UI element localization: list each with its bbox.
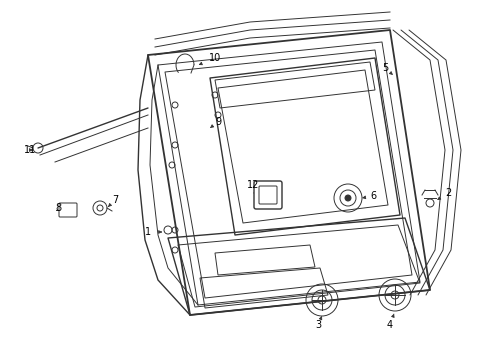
Text: 12: 12 (247, 180, 259, 190)
FancyBboxPatch shape (254, 181, 282, 209)
Text: 4: 4 (387, 320, 393, 330)
Circle shape (345, 195, 351, 201)
Text: 5: 5 (382, 63, 388, 73)
Text: 7: 7 (112, 195, 118, 205)
Text: 9: 9 (215, 117, 221, 127)
Text: 10: 10 (209, 53, 221, 63)
Text: 3: 3 (315, 320, 321, 330)
Text: 11: 11 (24, 145, 36, 155)
FancyBboxPatch shape (59, 203, 77, 217)
Text: 8: 8 (55, 203, 61, 213)
Text: 6: 6 (370, 191, 376, 201)
FancyBboxPatch shape (259, 186, 277, 204)
Text: 2: 2 (445, 188, 451, 198)
Text: 1: 1 (145, 227, 151, 237)
